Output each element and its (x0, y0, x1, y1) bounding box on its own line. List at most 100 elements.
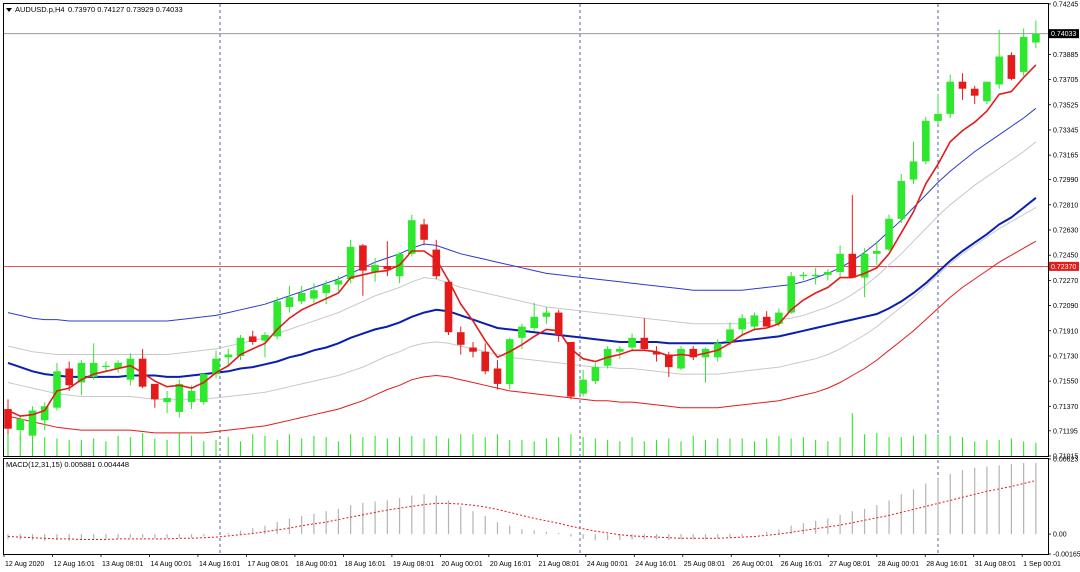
candle-body (297, 293, 306, 302)
bull-candle (273, 297, 281, 340)
candle-body (542, 312, 551, 317)
price-tick-label: 0.74245 (1053, 2, 1078, 9)
triangle-down-icon[interactable] (6, 8, 12, 12)
candle-body (322, 284, 330, 293)
bear-candle (689, 346, 698, 361)
price-tick-label: 0.71370 (1053, 404, 1078, 411)
bull-candle (310, 283, 318, 303)
bull-candle (616, 346, 624, 359)
macd-signal-line (7, 480, 1037, 540)
bull-candle (334, 276, 343, 292)
bull-candle (297, 285, 306, 305)
bull-candle (579, 369, 587, 397)
bear-candle (567, 341, 575, 400)
candle-body (628, 337, 636, 348)
candle-body (836, 253, 844, 272)
candle-body (65, 368, 73, 386)
candle-body (187, 390, 196, 403)
candle-body (762, 316, 771, 327)
time-tick-label: 27 Aug 08:01 (829, 561, 870, 568)
bull-candle (200, 372, 208, 405)
bull-candle (77, 360, 86, 396)
macd-title: MACD(12,31,15) 0.005881 0.004448 (6, 460, 129, 469)
candle-body (970, 88, 979, 96)
time-tick-label: 14 Aug 16:01 (199, 561, 240, 568)
time-tick-label: 13 Aug 08:01 (102, 561, 143, 568)
candle-body (346, 246, 355, 279)
candle-body (420, 224, 428, 240)
bull-candle (983, 81, 991, 105)
bull-candle (505, 337, 514, 390)
candle-body (518, 326, 526, 338)
candle-body (383, 266, 392, 270)
bear-candle (4, 399, 12, 435)
price-tick-label: 0.71730 (1053, 353, 1078, 360)
macd-pane (7, 462, 1037, 541)
price-tick-label: 0.73705 (1053, 77, 1078, 84)
bull-candle (40, 402, 49, 431)
bull-candle (102, 361, 110, 372)
price-tick-label: 0.73525 (1053, 102, 1078, 109)
candle-body (1007, 55, 1016, 79)
candle-body (579, 379, 587, 394)
candle-body (102, 365, 110, 368)
time-tick-label: 24 Aug 00:01 (587, 561, 628, 568)
bear-candle (554, 309, 563, 342)
bull-candle (946, 74, 954, 119)
candle-body (652, 351, 661, 355)
time-tick-label: 12 Aug 16:01 (53, 561, 94, 568)
candle-body (408, 220, 416, 254)
bear-candle (762, 311, 771, 327)
time-tick-label: 21 Aug 08:01 (538, 561, 579, 568)
bull-candle (236, 334, 245, 361)
price-tick-label: 0.71015 (1053, 454, 1078, 461)
time-tick-label: 18 Aug 16:01 (344, 561, 385, 568)
candle-body (432, 249, 441, 277)
level-price-badge-bg (1049, 261, 1079, 271)
bear-candle (640, 318, 649, 351)
bear-candle (65, 361, 73, 391)
bull-candle (811, 267, 820, 285)
current-price-badge-bg (1049, 29, 1079, 39)
candle-body (212, 358, 220, 375)
candle-body (677, 348, 685, 369)
candle-body (787, 276, 795, 313)
time-tick-label: 17 Aug 08:01 (247, 561, 288, 568)
price-tick-label: 0.73885 (1053, 52, 1078, 59)
candle-body (16, 418, 24, 431)
candle-body (616, 348, 624, 352)
bear-candle (469, 341, 477, 358)
price-tick-label: 0.72990 (1053, 177, 1078, 184)
candle-body (885, 218, 893, 250)
bull-candle (224, 348, 233, 366)
bull-candle (126, 353, 135, 386)
candle-body (922, 120, 930, 162)
bear-candle (970, 85, 979, 105)
candle-body (873, 251, 881, 254)
chart-header[interactable]: AUDUSD.p,H4 0.73970 0.74127 0.73929 0.74… (6, 5, 183, 14)
time-tick-label: 31 Aug 08:01 (975, 561, 1016, 568)
bull-candle (922, 116, 930, 165)
candle-body (310, 290, 318, 299)
macd-tick-label: -0.00165 (1053, 552, 1080, 559)
bear-candle (248, 330, 257, 345)
bull-candle (738, 313, 746, 335)
bull-candle (591, 362, 600, 384)
candle-body (359, 245, 367, 271)
bull-candle (408, 214, 416, 257)
candle-body (591, 367, 600, 382)
candle-body (469, 347, 477, 352)
time-tick-label: 12 Aug 2020 (5, 561, 44, 568)
candle-body (995, 56, 1003, 85)
candle-body (983, 81, 991, 102)
bull-candle (873, 241, 881, 265)
candle-body (175, 383, 184, 412)
bear-candle (1007, 52, 1016, 81)
candle-body (934, 113, 942, 121)
bull-candle (995, 29, 1003, 89)
candle-body (554, 312, 563, 335)
candle-body (4, 409, 12, 429)
candle-body (371, 265, 379, 272)
price-tick-label: 0.71550 (1053, 379, 1078, 386)
